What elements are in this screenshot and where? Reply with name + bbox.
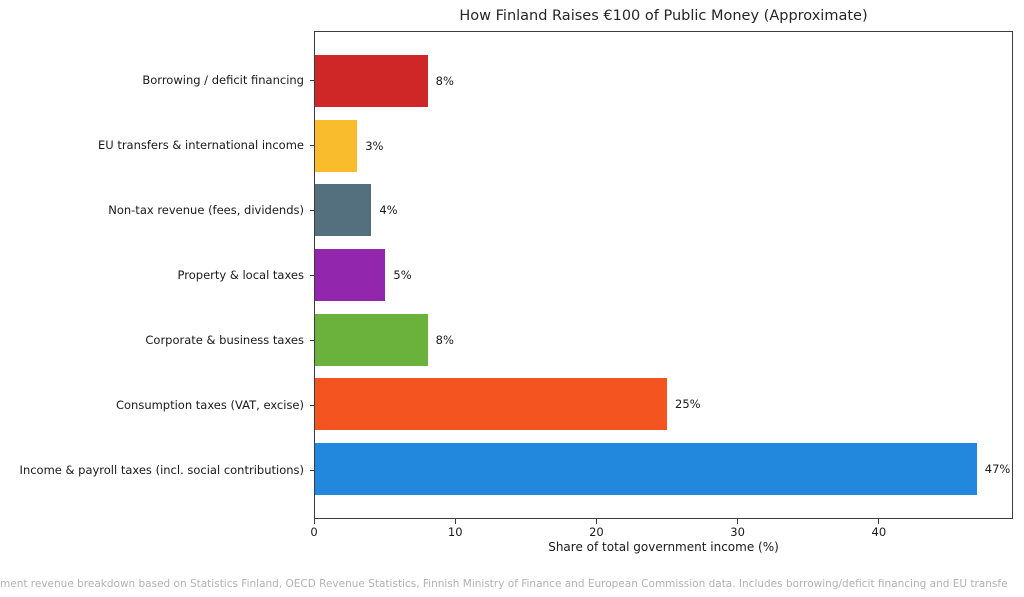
bar-rows: 8% 3% 4% 5% 8% 25% 47% — [315, 49, 1012, 501]
x-tick — [878, 519, 880, 524]
y-tick-slot — [310, 372, 314, 437]
y-tick — [310, 275, 314, 276]
y-tick — [310, 469, 314, 471]
bar-value-label: 3% — [365, 138, 384, 153]
x-axis-ticks — [313, 519, 1013, 524]
y-axis-category-labels: Borrowing / deficit financing EU transfer… — [0, 48, 304, 502]
bar-value-label: 8% — [435, 332, 454, 347]
bar-value-label: 5% — [393, 268, 412, 283]
bar-row: 8% — [315, 49, 1012, 114]
y-tick — [310, 145, 314, 147]
x-tick-label: 20 — [589, 525, 604, 539]
bar-row: 5% — [315, 243, 1012, 308]
bar-row: 8% — [315, 307, 1012, 372]
y-tick-slot — [310, 437, 314, 502]
y-tick — [310, 339, 314, 341]
source-footnote: ment revenue breakdown based on Statisti… — [0, 578, 1008, 590]
x-tick-label: 40 — [871, 525, 887, 539]
x-tick-label: 10 — [447, 525, 463, 539]
bar — [315, 442, 977, 495]
bar-row: 47% — [315, 436, 1012, 501]
y-tick — [310, 404, 314, 406]
bar — [315, 184, 372, 237]
x-tick — [454, 519, 456, 524]
y-tick-slot — [310, 178, 314, 243]
x-axis-tick-labels: 0 10 20 30 40 — [310, 525, 1013, 539]
y-tick-slot — [310, 307, 314, 372]
bar — [315, 378, 668, 431]
y-axis-ticks — [310, 48, 314, 502]
y-tick-slot — [310, 113, 314, 178]
category-label: Income & payroll taxes (incl. social con… — [19, 462, 304, 477]
category-label: Non-tax revenue (fees, dividends) — [108, 203, 304, 218]
bar-row: 25% — [315, 372, 1012, 437]
category-label: Consumption taxes (VAT, excise) — [115, 397, 304, 412]
category-label: Borrowing / deficit financing — [142, 73, 304, 88]
bar-value-label: 8% — [435, 74, 454, 89]
bar — [315, 55, 428, 108]
bar-value-label: 47% — [984, 461, 1011, 476]
x-tick-label: 30 — [730, 525, 745, 539]
x-axis-label: Share of total government income (%) — [548, 540, 779, 554]
category-label: Property & local taxes — [177, 268, 304, 282]
x-tick — [737, 519, 739, 524]
y-tick — [310, 210, 314, 212]
bar — [315, 313, 428, 366]
y-tick-slot — [310, 243, 314, 308]
bar-value-label: 25% — [675, 397, 701, 412]
bar-row: 3% — [315, 114, 1012, 179]
y-tick-slot — [310, 48, 314, 113]
chart-title: How Finland Raises €100 of Public Money … — [459, 8, 868, 24]
plot-area: 8% 3% 4% 5% 8% 25% 47% — [314, 31, 1013, 519]
bar-row: 4% — [315, 178, 1012, 243]
category-label: Corporate & business taxes — [145, 332, 304, 347]
y-tick — [310, 80, 314, 82]
category-label: EU transfers & international income — [97, 138, 304, 153]
bar-value-label: 4% — [379, 203, 398, 218]
x-tick-label: 0 — [310, 525, 318, 539]
x-tick — [595, 519, 597, 524]
bar — [315, 119, 358, 172]
bar — [315, 249, 386, 302]
x-tick — [313, 519, 315, 524]
